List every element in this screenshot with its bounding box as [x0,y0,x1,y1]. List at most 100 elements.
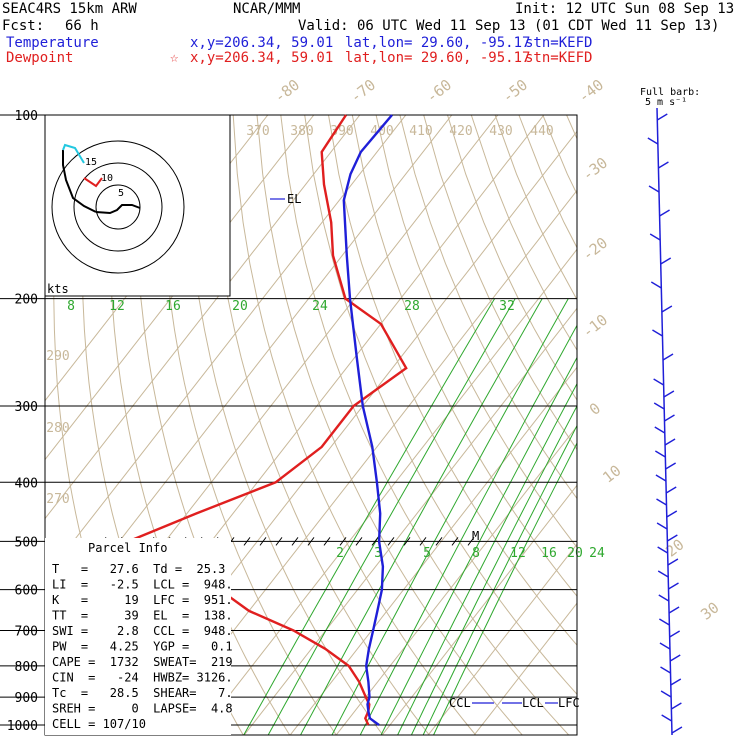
theta-label-410: 410 [409,124,432,139]
wind-barb-flag [650,281,662,289]
pressure-label-700: 700 [15,625,38,640]
parcel-info-box: Parcel Info T = 27.6 Td = 25.3 LI = -2.5 … [45,538,233,735]
hodograph-trace-mid [62,150,97,213]
mixing-label-lower-24: 24 [589,546,605,561]
isotherm-10 [289,366,577,735]
dewpoint-marker-icon: ☆ [170,50,179,66]
el-marker-label: EL [287,192,301,206]
hatch-mark [451,537,459,546]
ccl-marker-label: CCL [449,696,471,710]
theta-label-380: 380 [290,124,313,139]
fcst-value: 66 h [65,18,99,34]
wind-barb-flag [660,666,671,674]
mixing-ratio-24 [410,404,577,735]
dry-adiabat-300 [185,115,384,735]
hatch-mark [371,537,379,546]
wind-barb-flag [666,510,678,518]
pressure-label-100: 100 [15,109,38,124]
mixing-ratio-16 [380,356,577,735]
dewpoint-latlon: lat,lon= 29.60, -95.17 [345,50,530,66]
pressure-label-1000: 1000 [7,719,38,734]
parcel-info-row: T = 27.6 Td = 25.3 [52,562,225,576]
temperature-profile [342,114,393,726]
pressure-label-300: 300 [15,400,38,415]
temperature-legend: Temperature [6,35,99,51]
isotherm-30 [381,484,577,735]
hodograph-trace-lower [95,204,141,215]
full-barb-unit: 5 m s⁻¹ [645,97,687,108]
isotherm-label-0: 0 [586,399,604,419]
fcst-label: Fcst: [2,18,44,34]
mixing-label-lower-12: 12 [510,546,526,561]
dry-adiabat-290 [160,115,337,735]
wind-barb-flag [661,714,673,722]
wind-barb-flag [659,209,670,217]
pressure-label-800: 800 [15,660,38,675]
hatch-mark [291,537,299,546]
parcel-info-row: CIN = -24 HWBZ= 3126. [52,671,233,685]
parcel-info-row: TT = 39 EL = 138. [52,609,233,623]
theta-label-420: 420 [449,124,472,139]
hatch-mark [307,537,315,546]
hatch-mark [339,537,347,546]
parcel-info-row: CAPE = 1732 SWEAT= 219 [52,655,233,669]
mixing-ratio-32 [433,442,577,735]
wind-barb-flag [668,582,679,590]
wind-barb-flag [666,534,678,542]
hatch-mark [419,537,427,546]
hodograph-ring-label-15: 15 [85,157,97,168]
pressure-label-400: 400 [15,476,38,491]
isotherm-label--10: -10 [579,311,611,342]
isotherm-label-30: 30 [697,598,722,623]
mixing-label-lower-5: 5 [423,546,431,561]
mixing-label-upper-16: 16 [165,299,181,314]
isotherm-label-10: 10 [599,461,624,486]
isotherm-50 [473,602,577,735]
pressure-label-200: 200 [15,293,38,308]
isotherm-label--40: -40 [575,76,607,107]
isotherm--80 [45,115,361,520]
parcel-info-row: K = 19 LFC = 951. [52,593,233,607]
isotherm-40 [427,543,577,735]
wind-barb-flag [660,257,672,265]
wind-barb-flag [671,702,682,710]
org-title: NCAR/MMM [233,1,300,17]
wind-barb-flag [655,474,667,482]
isotherm-label--70: -70 [347,76,379,107]
hodograph-trace-cyan [62,143,85,164]
wind-barb-flag [653,378,664,386]
hodograph-trace-red [83,177,103,188]
isotherm--10 [197,248,577,735]
parcel-info-rows: T = 27.6 Td = 25.3 LI = -2.5 LCL = 948.K … [52,562,233,731]
mixing-label-upper-20: 20 [232,299,248,314]
wind-barb-flag [653,402,665,410]
isotherm--90 [45,115,315,461]
parcel-info-row: PW = 4.25 YGP = 0.1 [52,640,233,654]
parcel-info-row: Tc = 28.5 SHEAR= 7. [52,686,233,700]
mixing-label-lower-3: 3 [374,546,382,561]
dry-adiabat-460 [566,115,577,140]
hatch-mark [259,537,267,546]
wind-barb-flag [657,570,669,578]
wind-barb-flag [647,137,659,145]
hodograph-frame [44,114,231,297]
hatch-mark [275,537,283,546]
wind-barbs [647,113,683,734]
wind-barb-flag [670,678,682,686]
plot-frame [44,114,578,736]
mixing-label-lower-20: 20 [567,546,583,561]
pressure-label-900: 900 [15,691,38,706]
mixing-ratio-5 [299,298,543,735]
hatch-mark [355,537,363,546]
dry-adiabat-350 [304,115,577,696]
hatch-mark [435,537,443,546]
theta-label-440: 440 [530,124,553,139]
temperature-xy: x,y=206.34, 59.01 [190,35,333,51]
theta-label-390: 390 [330,124,353,139]
wind-barb-flag [659,618,670,626]
lfc-marker-label: LFC [558,696,580,710]
dry-adiabat-410 [447,115,577,401]
dry-adiabat-430 [494,115,577,301]
pressure-label-500: 500 [15,535,38,550]
hodograph-unit-label: kts [47,282,69,296]
